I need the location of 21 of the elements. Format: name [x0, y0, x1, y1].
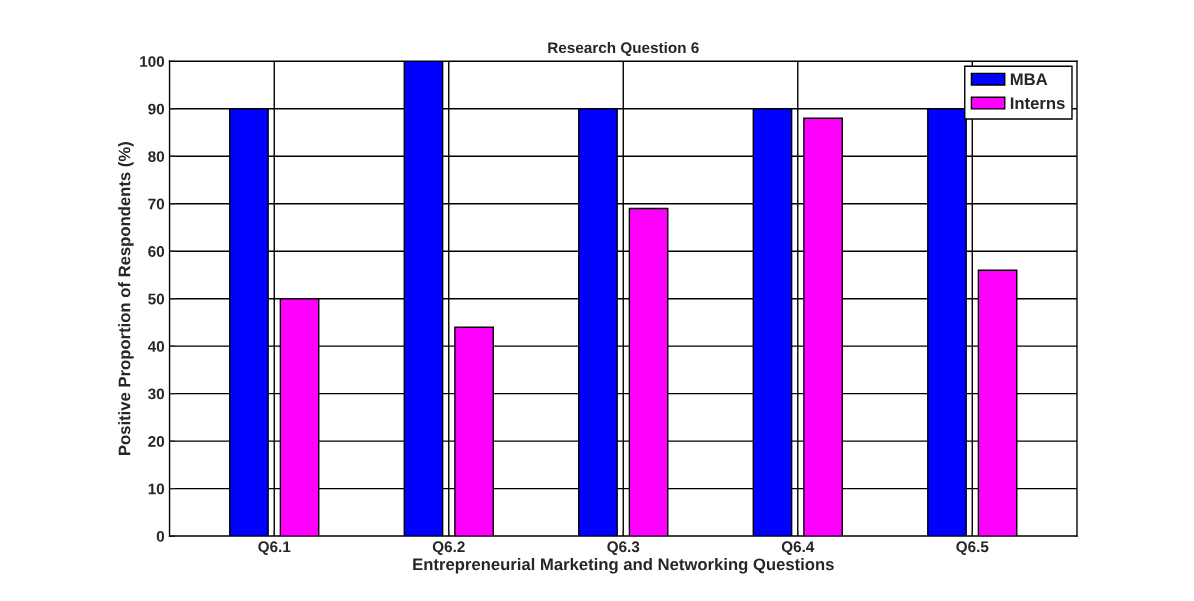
y-tick-label: 100	[140, 56, 165, 67]
y-tick-label: 0	[156, 530, 165, 542]
y-tick-label: 10	[148, 483, 165, 495]
y-tick-label: 90	[148, 103, 165, 115]
x-tick-label: Q6.2	[432, 541, 465, 556]
x-axis-title: Entrepreneurial Marketing and Networking Questions	[413, 557, 834, 574]
y-tick-label: 80	[148, 151, 165, 162]
chart-title: Research Question 6	[548, 41, 699, 56]
y-tick-label: 40	[147, 341, 165, 352]
x-tick-label: Q6.5	[956, 541, 989, 556]
legend-label: MBA	[1010, 73, 1048, 86]
y-tick-label: 50	[148, 293, 165, 305]
x-tick-label: Q6.1	[258, 541, 291, 556]
y-tick-label: 20	[148, 436, 165, 447]
x-tick-label: Q6.4	[781, 541, 815, 556]
y-tick-label: 30	[148, 388, 165, 400]
legend-label: Interns	[1010, 97, 1065, 110]
x-tick-label: Q6.3	[607, 541, 640, 556]
y-tick-label: 60	[148, 246, 165, 257]
y-axis-title: Positive Proportion of Respondents (%)	[118, 142, 134, 455]
y-tick-label: 70	[148, 198, 165, 210]
